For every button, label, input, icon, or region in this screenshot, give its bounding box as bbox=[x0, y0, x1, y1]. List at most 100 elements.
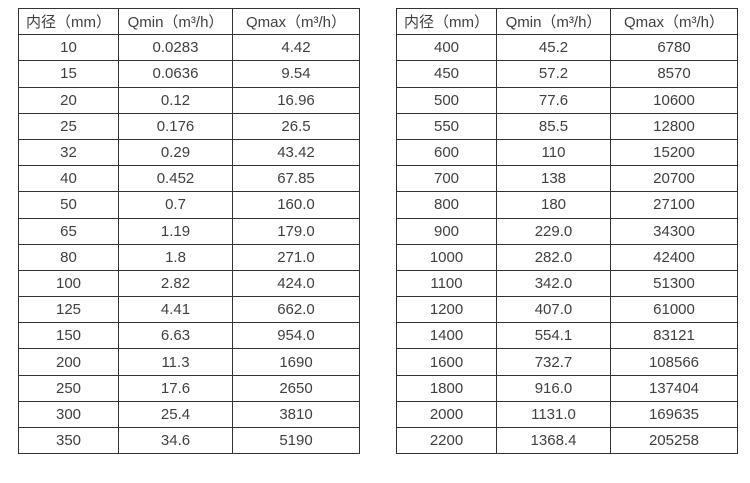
cell: 34300 bbox=[610, 217, 738, 245]
cell: 61000 bbox=[610, 296, 738, 324]
cell: 500 bbox=[396, 86, 497, 114]
cell: 6780 bbox=[610, 34, 738, 62]
cell: 20700 bbox=[610, 165, 738, 193]
cell: 0.0283 bbox=[118, 34, 233, 62]
cell: 67.85 bbox=[232, 165, 360, 193]
cell: 350 bbox=[18, 426, 119, 455]
table-body: 400 45.2 6780 450 57.2 8570 500 77.6 10600 550 85.… bbox=[396, 34, 738, 455]
cell: 1600 bbox=[396, 348, 497, 376]
cell: 20 bbox=[18, 86, 119, 114]
cell: 1131.0 bbox=[496, 400, 611, 429]
cell: 2200 bbox=[396, 426, 497, 455]
cell: 179.0 bbox=[232, 217, 360, 245]
cell: 554.1 bbox=[496, 322, 611, 350]
cell: 954.0 bbox=[232, 322, 360, 350]
table-row: 1000 282.0 42400 bbox=[396, 243, 738, 271]
column-header: Qmax（m³/h） bbox=[610, 7, 738, 36]
cell: 200 bbox=[18, 348, 119, 376]
cell: 9.54 bbox=[232, 60, 360, 88]
cell: 1368.4 bbox=[496, 426, 611, 455]
cell: 16.96 bbox=[232, 86, 360, 114]
cell: 8570 bbox=[610, 60, 738, 88]
cell: 2000 bbox=[396, 400, 497, 429]
table-row: 450 57.2 8570 bbox=[396, 60, 738, 88]
column-header: 内径（mm） bbox=[18, 7, 119, 36]
cell: 271.0 bbox=[232, 243, 360, 271]
table-row: 15 0.0636 9.54 bbox=[18, 60, 360, 88]
cell: 600 bbox=[396, 138, 497, 167]
cell: 342.0 bbox=[496, 269, 611, 298]
cell: 1800 bbox=[396, 374, 497, 402]
column-header: 内径（mm） bbox=[396, 7, 497, 36]
table-row: 2200 1368.4 205258 bbox=[396, 426, 738, 455]
cell: 138 bbox=[496, 165, 611, 193]
cell: 110 bbox=[496, 138, 611, 167]
cell: 1100 bbox=[396, 269, 497, 298]
cell: 732.7 bbox=[496, 348, 611, 376]
cell: 0.176 bbox=[118, 112, 233, 140]
cell: 1690 bbox=[232, 348, 360, 376]
flow-rate-table-left: 内径（mm） Qmin（m³/h） Qmax（m³/h） 10 0.0283 4.42 1… bbox=[18, 7, 360, 455]
cell: 25 bbox=[18, 112, 119, 140]
cell: 0.0636 bbox=[118, 60, 233, 88]
table-row: 600 110 15200 bbox=[396, 138, 738, 167]
cell: 662.0 bbox=[232, 296, 360, 324]
cell: 108566 bbox=[610, 348, 738, 376]
cell: 77.6 bbox=[496, 86, 611, 114]
cell: 1.19 bbox=[118, 217, 233, 245]
table-row: 800 180 27100 bbox=[396, 191, 738, 219]
cell: 43.42 bbox=[232, 138, 360, 167]
cell: 400 bbox=[396, 34, 497, 62]
table-row: 350 34.6 5190 bbox=[18, 426, 360, 455]
cell: 85.5 bbox=[496, 112, 611, 140]
cell: 11.3 bbox=[118, 348, 233, 376]
cell: 50 bbox=[18, 191, 119, 219]
cell: 6.63 bbox=[118, 322, 233, 350]
table-row: 1600 732.7 108566 bbox=[396, 348, 738, 376]
header-row: 内径（mm） Qmin（m³/h） Qmax（m³/h） bbox=[18, 7, 360, 36]
table-row: 10 0.0283 4.42 bbox=[18, 34, 360, 62]
cell: 916.0 bbox=[496, 374, 611, 402]
table-row: 40 0.452 67.85 bbox=[18, 165, 360, 193]
table-row: 20 0.12 16.96 bbox=[18, 86, 360, 114]
cell: 26.5 bbox=[232, 112, 360, 140]
cell: 407.0 bbox=[496, 296, 611, 324]
cell: 1000 bbox=[396, 243, 497, 271]
column-header: Qmin（m³/h） bbox=[118, 7, 233, 36]
cell: 1.8 bbox=[118, 243, 233, 271]
table-row: 400 45.2 6780 bbox=[396, 34, 738, 62]
cell: 900 bbox=[396, 217, 497, 245]
cell: 300 bbox=[18, 400, 119, 429]
table-row: 32 0.29 43.42 bbox=[18, 138, 360, 167]
cell: 27100 bbox=[610, 191, 738, 219]
header-row: 内径（mm） Qmin（m³/h） Qmax（m³/h） bbox=[396, 7, 738, 36]
table-row: 100 2.82 424.0 bbox=[18, 269, 360, 298]
table-row: 550 85.5 12800 bbox=[396, 112, 738, 140]
cell: 137404 bbox=[610, 374, 738, 402]
column-header: Qmin（m³/h） bbox=[496, 7, 611, 36]
table-body: 10 0.0283 4.42 15 0.0636 9.54 20 0.12 16.96 25 0.1… bbox=[18, 34, 360, 455]
cell: 25.4 bbox=[118, 400, 233, 429]
cell: 15 bbox=[18, 60, 119, 88]
cell: 12800 bbox=[610, 112, 738, 140]
cell: 800 bbox=[396, 191, 497, 219]
table-row: 150 6.63 954.0 bbox=[18, 322, 360, 350]
cell: 250 bbox=[18, 374, 119, 402]
table-row: 500 77.6 10600 bbox=[396, 86, 738, 114]
table-row: 700 138 20700 bbox=[396, 165, 738, 193]
cell: 0.7 bbox=[118, 191, 233, 219]
cell: 1200 bbox=[396, 296, 497, 324]
cell: 229.0 bbox=[496, 217, 611, 245]
cell: 205258 bbox=[610, 426, 738, 455]
cell: 450 bbox=[396, 60, 497, 88]
cell: 0.452 bbox=[118, 165, 233, 193]
cell: 4.41 bbox=[118, 296, 233, 324]
table-row: 50 0.7 160.0 bbox=[18, 191, 360, 219]
table-row: 1800 916.0 137404 bbox=[396, 374, 738, 402]
table-header: 内径（mm） Qmin（m³/h） Qmax（m³/h） bbox=[396, 7, 738, 36]
cell: 40 bbox=[18, 165, 119, 193]
cell: 2650 bbox=[232, 374, 360, 402]
cell: 100 bbox=[18, 269, 119, 298]
table-row: 900 229.0 34300 bbox=[396, 217, 738, 245]
cell: 125 bbox=[18, 296, 119, 324]
